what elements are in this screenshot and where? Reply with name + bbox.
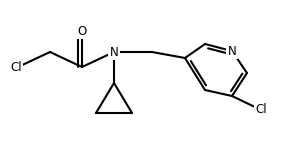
- Text: N: N: [228, 45, 236, 58]
- Text: N: N: [110, 45, 118, 58]
- Text: Cl: Cl: [10, 61, 22, 74]
- Text: Cl: Cl: [255, 103, 267, 115]
- Text: O: O: [77, 25, 87, 37]
